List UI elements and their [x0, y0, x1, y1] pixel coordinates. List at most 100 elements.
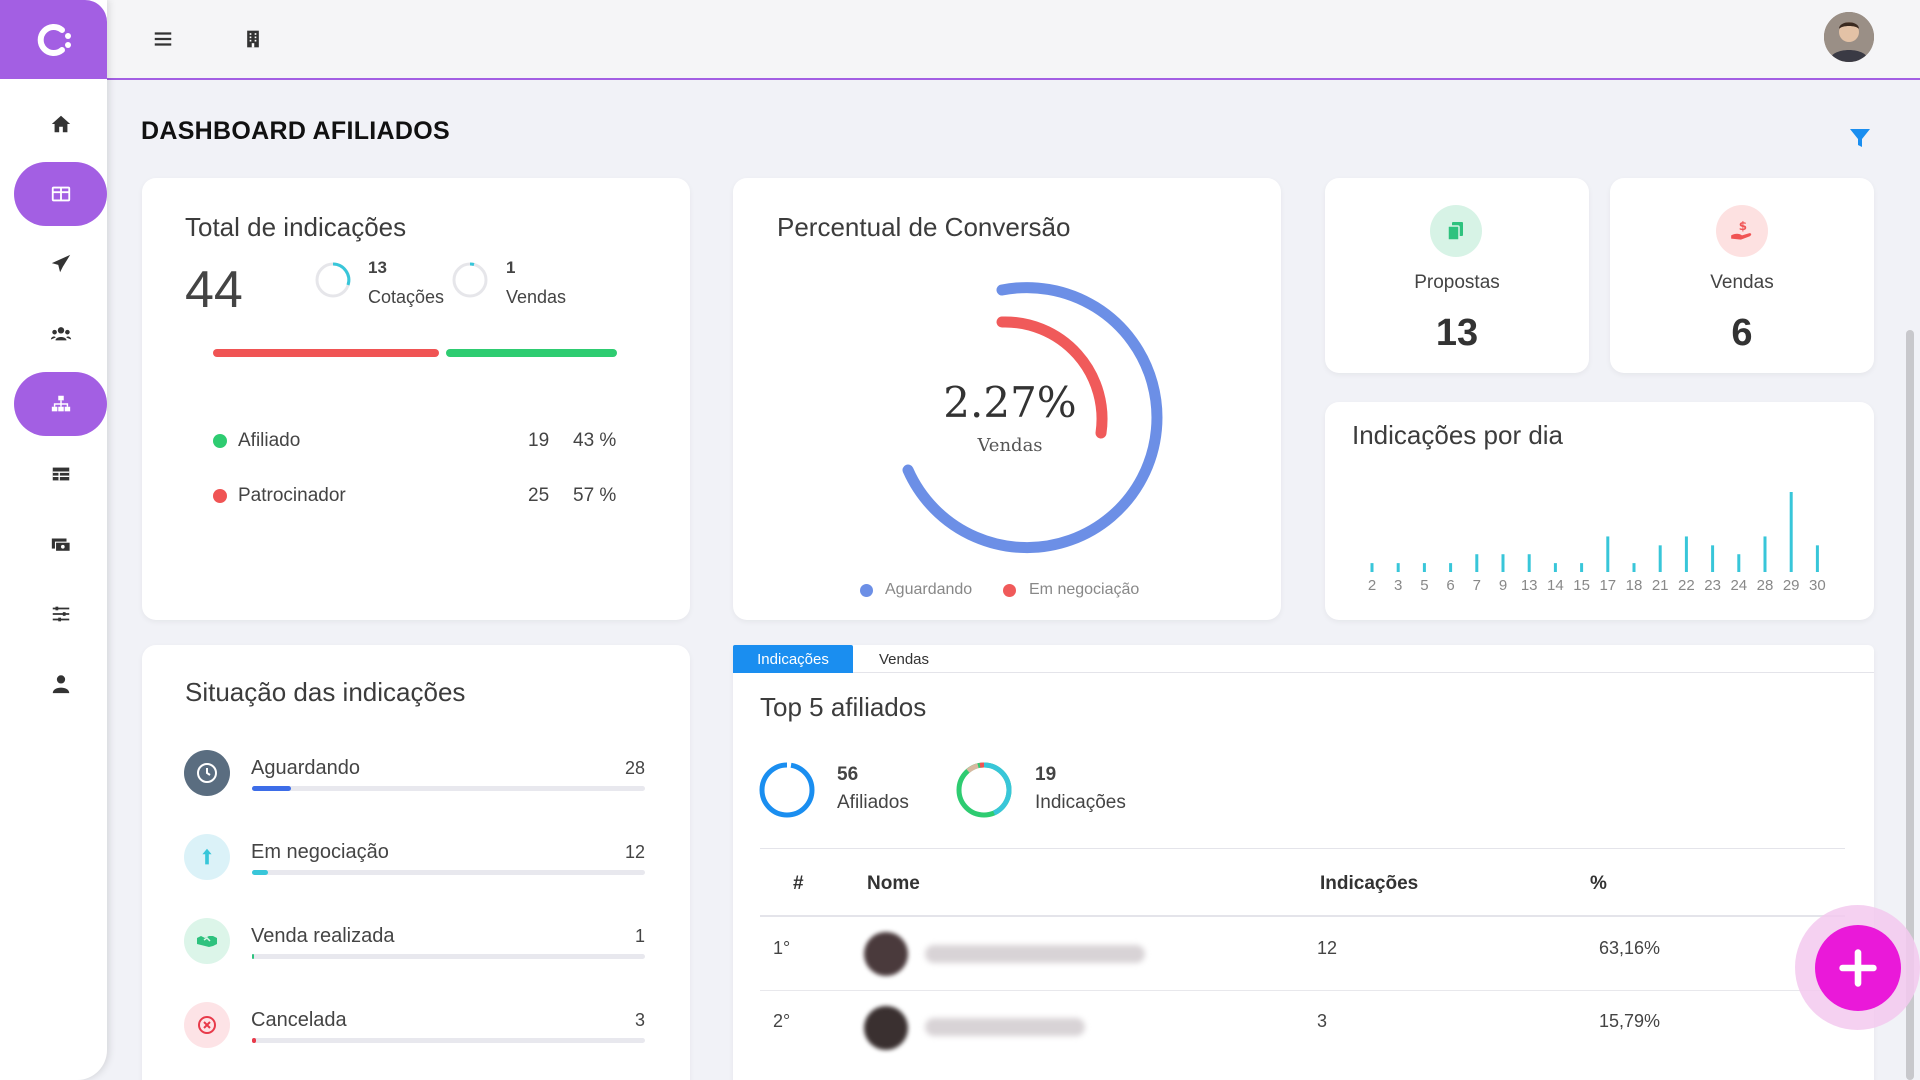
top5-card: [733, 645, 1874, 1080]
day-bar[interactable]: [1370, 563, 1374, 572]
day-bar[interactable]: [1422, 563, 1426, 572]
table-icon: [52, 467, 69, 481]
day-bar[interactable]: [1632, 563, 1636, 572]
vendas-stat-value: 6: [1731, 312, 1753, 354]
venda-realizada-progress: [252, 954, 254, 959]
day-bar[interactable]: [1475, 554, 1479, 572]
top-bar: [107, 0, 1920, 80]
day-tick-label: 22: [1678, 577, 1695, 594]
nav-table[interactable]: [14, 442, 107, 506]
venda-realizada-count: 1: [634, 926, 645, 946]
day-bar[interactable]: [1763, 536, 1767, 572]
nav-money[interactable]: [14, 512, 107, 576]
aguardando-progress: [252, 786, 291, 791]
day-bar[interactable]: [1606, 536, 1610, 572]
tab-indicacoes[interactable]: Indicações: [733, 645, 853, 673]
cotacoes-value: 13: [368, 258, 387, 277]
tab-vendas[interactable]: Vendas: [878, 650, 930, 668]
afiliado-pct: 43 %: [573, 430, 617, 451]
nav-network[interactable]: [14, 372, 107, 436]
day-bar[interactable]: [1449, 563, 1453, 572]
afiliados-label: Afiliados: [837, 792, 909, 813]
col-pct[interactable]: %: [1590, 873, 1607, 894]
company-button[interactable]: [238, 24, 268, 54]
hand-money-icon: $: [1731, 219, 1752, 240]
row-pct: 63,16%: [1599, 938, 1661, 958]
conversao-title: Percentual de Conversão: [777, 212, 1071, 242]
logo-icon: [37, 23, 71, 56]
indicacoes-ring: [956, 762, 1012, 818]
patrocinador-bar: [213, 349, 439, 357]
app-logo[interactable]: [0, 0, 107, 79]
dashboard-icon: [51, 186, 70, 202]
day-tick-label: 15: [1573, 577, 1590, 594]
handshake-icon: [197, 936, 217, 947]
afiliado-label: Afiliado: [238, 430, 301, 451]
filter-icon[interactable]: [1848, 126, 1872, 150]
day-bar[interactable]: [1711, 545, 1715, 572]
add-button[interactable]: [1815, 925, 1901, 1011]
day-bar[interactable]: [1789, 492, 1793, 572]
day-bar[interactable]: [1815, 545, 1819, 572]
cancelada-icon-wrap: [184, 1002, 230, 1048]
aguardando-track: [252, 786, 645, 791]
vendas-ring: [452, 262, 488, 298]
patrocinador-dot: [213, 489, 227, 503]
user-avatar[interactable]: [1824, 12, 1874, 62]
aguardando-legend-dot: [860, 584, 873, 597]
em-negociacao-legend-dot: [1003, 584, 1016, 597]
day-bar[interactable]: [1501, 554, 1505, 572]
em-negociacao-legend[interactable]: Em negociação: [1029, 581, 1140, 598]
day-bar[interactable]: [1396, 563, 1400, 572]
arrow-up-icon: [202, 848, 212, 865]
nav-settings[interactable]: [14, 582, 107, 646]
day-tick-label: 17: [1599, 577, 1616, 594]
copy-icon: [1447, 222, 1463, 241]
page-title: DASHBOARD AFILIADOS: [141, 117, 450, 145]
day-tick-label: 24: [1730, 577, 1747, 594]
afiliado-count: 19: [528, 430, 550, 451]
paper-plane-icon: [51, 254, 70, 273]
col-nome[interactable]: Nome: [867, 873, 920, 894]
day-bar[interactable]: [1553, 563, 1557, 572]
row-rank: 2°: [773, 1011, 791, 1031]
total-indicacoes-card: [142, 178, 690, 620]
nav-send[interactable]: [14, 232, 107, 296]
row-pct: 15,79%: [1599, 1011, 1661, 1031]
nav-profile[interactable]: [14, 652, 107, 716]
day-tick-label: 9: [1499, 577, 1507, 594]
page-scrollbar[interactable]: [1906, 330, 1914, 1080]
afiliado-dot: [213, 434, 227, 448]
plus-icon: [1839, 949, 1877, 987]
patrocinador-count: 25: [528, 485, 550, 506]
day-tick-label: 30: [1809, 577, 1826, 594]
indicacoes-dia-title: Indicações por dia: [1352, 420, 1564, 450]
conversao-sub: Vendas: [977, 435, 1043, 456]
situacao-title: Situação das indicações: [185, 677, 466, 707]
propostas-value: 13: [1435, 312, 1479, 354]
day-bar[interactable]: [1580, 563, 1584, 572]
em-negociacao-arc: [996, 316, 1108, 439]
day-bar[interactable]: [1737, 554, 1741, 572]
patrocinador-label: Patrocinador: [238, 485, 346, 506]
user-icon: [52, 675, 69, 694]
col-indicacoes[interactable]: Indicações: [1320, 873, 1419, 894]
aguardando-legend[interactable]: Aguardando: [885, 581, 973, 598]
nav-home[interactable]: [14, 92, 107, 156]
row-avatar: [864, 1006, 908, 1050]
indicacoes-dia-chart: 2 3 5 6 7 9 13 14 15 17 18 21 22 23 24 28 29 30: [1368, 492, 1826, 594]
afiliado-bar: [446, 349, 617, 357]
cotacoes-label: Cotações: [368, 287, 445, 307]
patrocinador-pct: 57 %: [573, 485, 617, 506]
nav-users[interactable]: [14, 302, 107, 366]
day-bar[interactable]: [1658, 545, 1662, 572]
cancelada-count: 3: [634, 1010, 645, 1030]
day-bar[interactable]: [1527, 554, 1531, 572]
aguardando-label: Aguardando: [251, 757, 360, 779]
menu-toggle[interactable]: [148, 24, 178, 54]
day-bar[interactable]: [1684, 536, 1688, 572]
day-tick-label: 14: [1547, 577, 1564, 594]
cotacoes-ring: [315, 262, 351, 298]
nav-dashboard[interactable]: [14, 162, 107, 226]
top5-title: Top 5 afiliados: [760, 692, 927, 722]
